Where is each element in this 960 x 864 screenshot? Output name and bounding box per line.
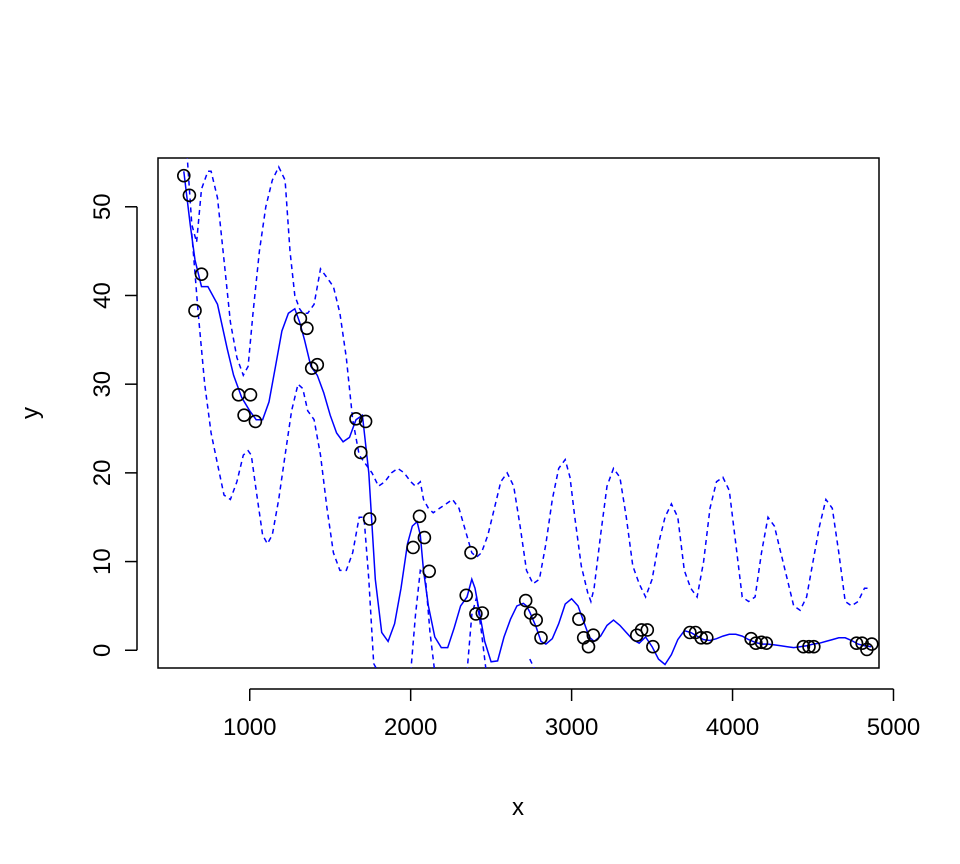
data-point [349,411,363,426]
data-point [248,414,263,429]
x-axis-title: x [512,794,524,821]
data-point [646,639,660,654]
data-point [469,607,483,621]
y-tick-label: 20 [89,460,116,487]
data-point [194,267,209,282]
data-point [694,630,709,645]
data-point [464,545,478,560]
data-point [177,168,191,183]
data-point [362,512,377,526]
data-point [518,593,533,608]
x-tick-label: 4000 [706,714,759,741]
data-point [422,564,437,579]
points-layer [177,168,879,657]
y-axis: 0 10 20 30 40 50 [89,193,138,657]
data-point [293,311,308,326]
data-point [237,408,251,423]
fitted-line-1 [183,171,872,666]
data-point [417,530,432,545]
confidence-band-line-5 [466,596,487,668]
data-point [683,625,697,640]
plot-area [183,158,872,668]
data-point [459,588,474,603]
data-point [243,387,258,402]
data-point [412,509,427,524]
data-point [849,636,864,651]
data-point [182,188,197,203]
y-tick-label: 10 [89,548,116,575]
data-point [529,613,544,627]
y-tick-label: 40 [89,282,116,309]
y-tick-label: 30 [89,371,116,398]
x-tick-label: 5000 [867,714,920,741]
data-point [699,630,714,645]
x-axis: 1000 2000 3000 4000 5000 [223,688,920,741]
confidence-band-line-4 [410,568,436,668]
data-point [749,636,763,651]
y-tick-label: 50 [89,193,116,220]
data-point [864,637,879,651]
data-point [353,445,368,460]
x-tick-label: 2000 [384,714,437,741]
x-tick-label: 1000 [223,714,276,741]
confidence-band-line-6 [529,658,535,668]
data-point [586,628,601,643]
plot-frame [157,157,880,669]
data-point [534,630,548,645]
data-point [188,303,202,318]
confidence-band-line-3 [191,233,377,668]
data-point [759,636,774,651]
data-point [634,623,649,637]
data-point [406,540,420,555]
data-point [796,639,811,654]
data-point [754,635,769,650]
x-tick-label: 3000 [545,714,598,741]
data-point [300,321,314,336]
data-point [581,639,596,654]
confidence-band-line-2 [186,158,871,612]
data-point [802,639,816,654]
data-point [475,606,490,620]
y-tick-label: 0 [89,644,116,657]
y-axis-title: y [17,407,44,419]
data-point [358,414,373,429]
data-point [310,357,325,372]
data-point [806,639,821,654]
data-point [640,623,655,637]
data-point [572,612,586,627]
